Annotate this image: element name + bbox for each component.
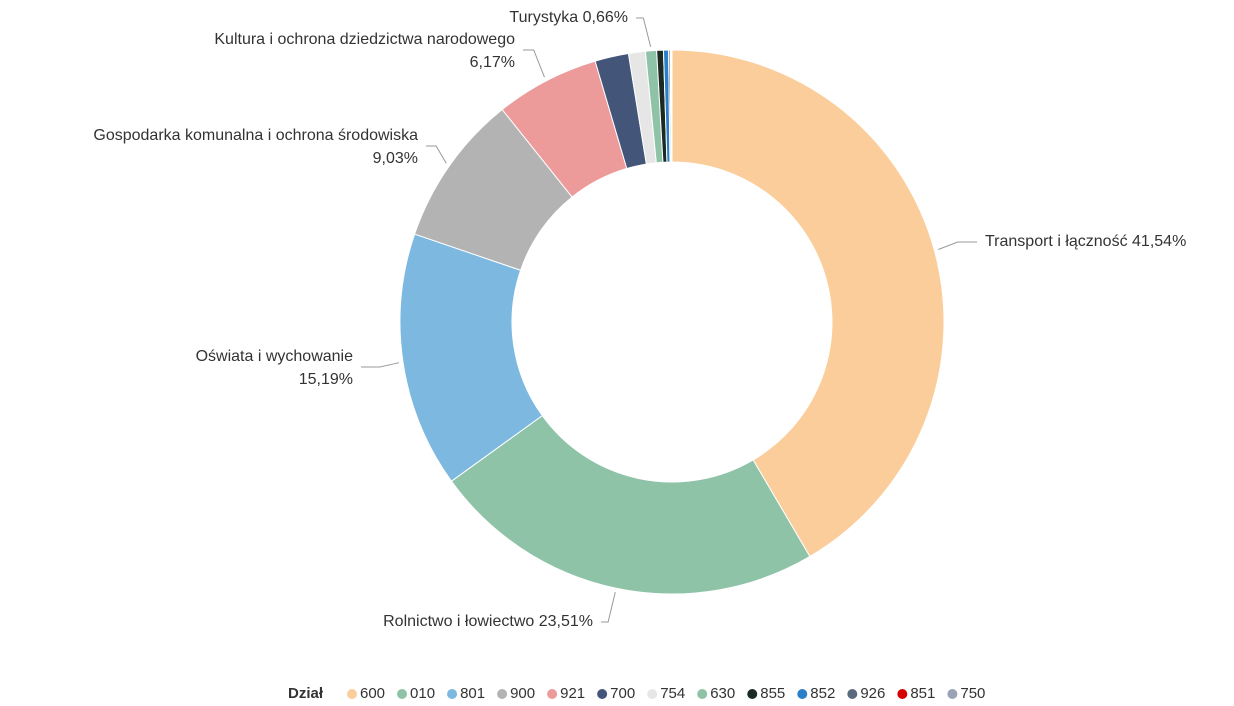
legend-label: 921 — [560, 685, 585, 702]
slice-name: Turystyka — [509, 9, 578, 26]
leader-line — [938, 241, 977, 250]
slice-label: Kultura i ochrona dziedzictwa narodowego — [214, 31, 515, 48]
legend-marker — [397, 689, 408, 699]
legend-label: 900 — [510, 685, 535, 702]
legend-label: 754 — [660, 685, 685, 702]
legend-marker — [547, 689, 558, 699]
legend-marker — [647, 689, 658, 699]
legend-marker — [497, 689, 508, 699]
legend-marker — [347, 689, 357, 699]
slice-label: Gospodarka komunalna i ochrona środowisk… — [93, 127, 418, 144]
legend-title: Dział — [288, 685, 324, 702]
value-label: 23,51% — [539, 613, 593, 630]
legend-marker — [697, 689, 708, 699]
legend-label: 010 — [410, 685, 435, 702]
legend-label: 630 — [710, 685, 735, 702]
legend-marker — [947, 689, 958, 699]
legend-label: 855 — [760, 685, 785, 702]
legend-label: 926 — [860, 685, 885, 702]
legend-marker — [847, 689, 858, 699]
legend-marker — [747, 689, 758, 699]
slice — [450, 414, 811, 595]
leader-line — [601, 591, 616, 623]
leader-line — [523, 49, 545, 78]
legend-label: 600 — [360, 685, 385, 702]
leader-line — [636, 17, 652, 47]
value-label: 41,54% — [1132, 233, 1186, 250]
legend-label: 851 — [910, 685, 935, 702]
value-label: 0,66% — [583, 9, 628, 26]
legend-label: 852 — [810, 685, 835, 702]
legend-marker — [897, 689, 908, 699]
slice-name: Transport i łączność — [985, 233, 1128, 250]
leader-line — [426, 145, 447, 164]
slice-label: Turystyka 0,66% — [509, 9, 628, 26]
slice-name: Rolnictwo i łowiectwo — [383, 613, 534, 630]
leader-line — [361, 362, 400, 368]
value-label: 9,03% — [373, 150, 418, 167]
legend-label: 700 — [610, 685, 635, 702]
legend-label: 750 — [960, 685, 985, 702]
value-label: 6,17% — [470, 54, 515, 71]
slice-label: Rolnictwo i łowiectwo 23,51% — [383, 613, 593, 630]
value-label: 15,19% — [299, 371, 353, 388]
slice — [670, 49, 673, 163]
legend-marker — [447, 689, 458, 699]
slice — [671, 49, 945, 558]
legend-marker — [597, 689, 608, 699]
legend-label: 801 — [460, 685, 485, 702]
slice-label: Oświata i wychowanie — [196, 348, 354, 365]
slice-label: Transport i łączność 41,54% — [985, 233, 1186, 250]
legend-marker — [797, 689, 808, 699]
